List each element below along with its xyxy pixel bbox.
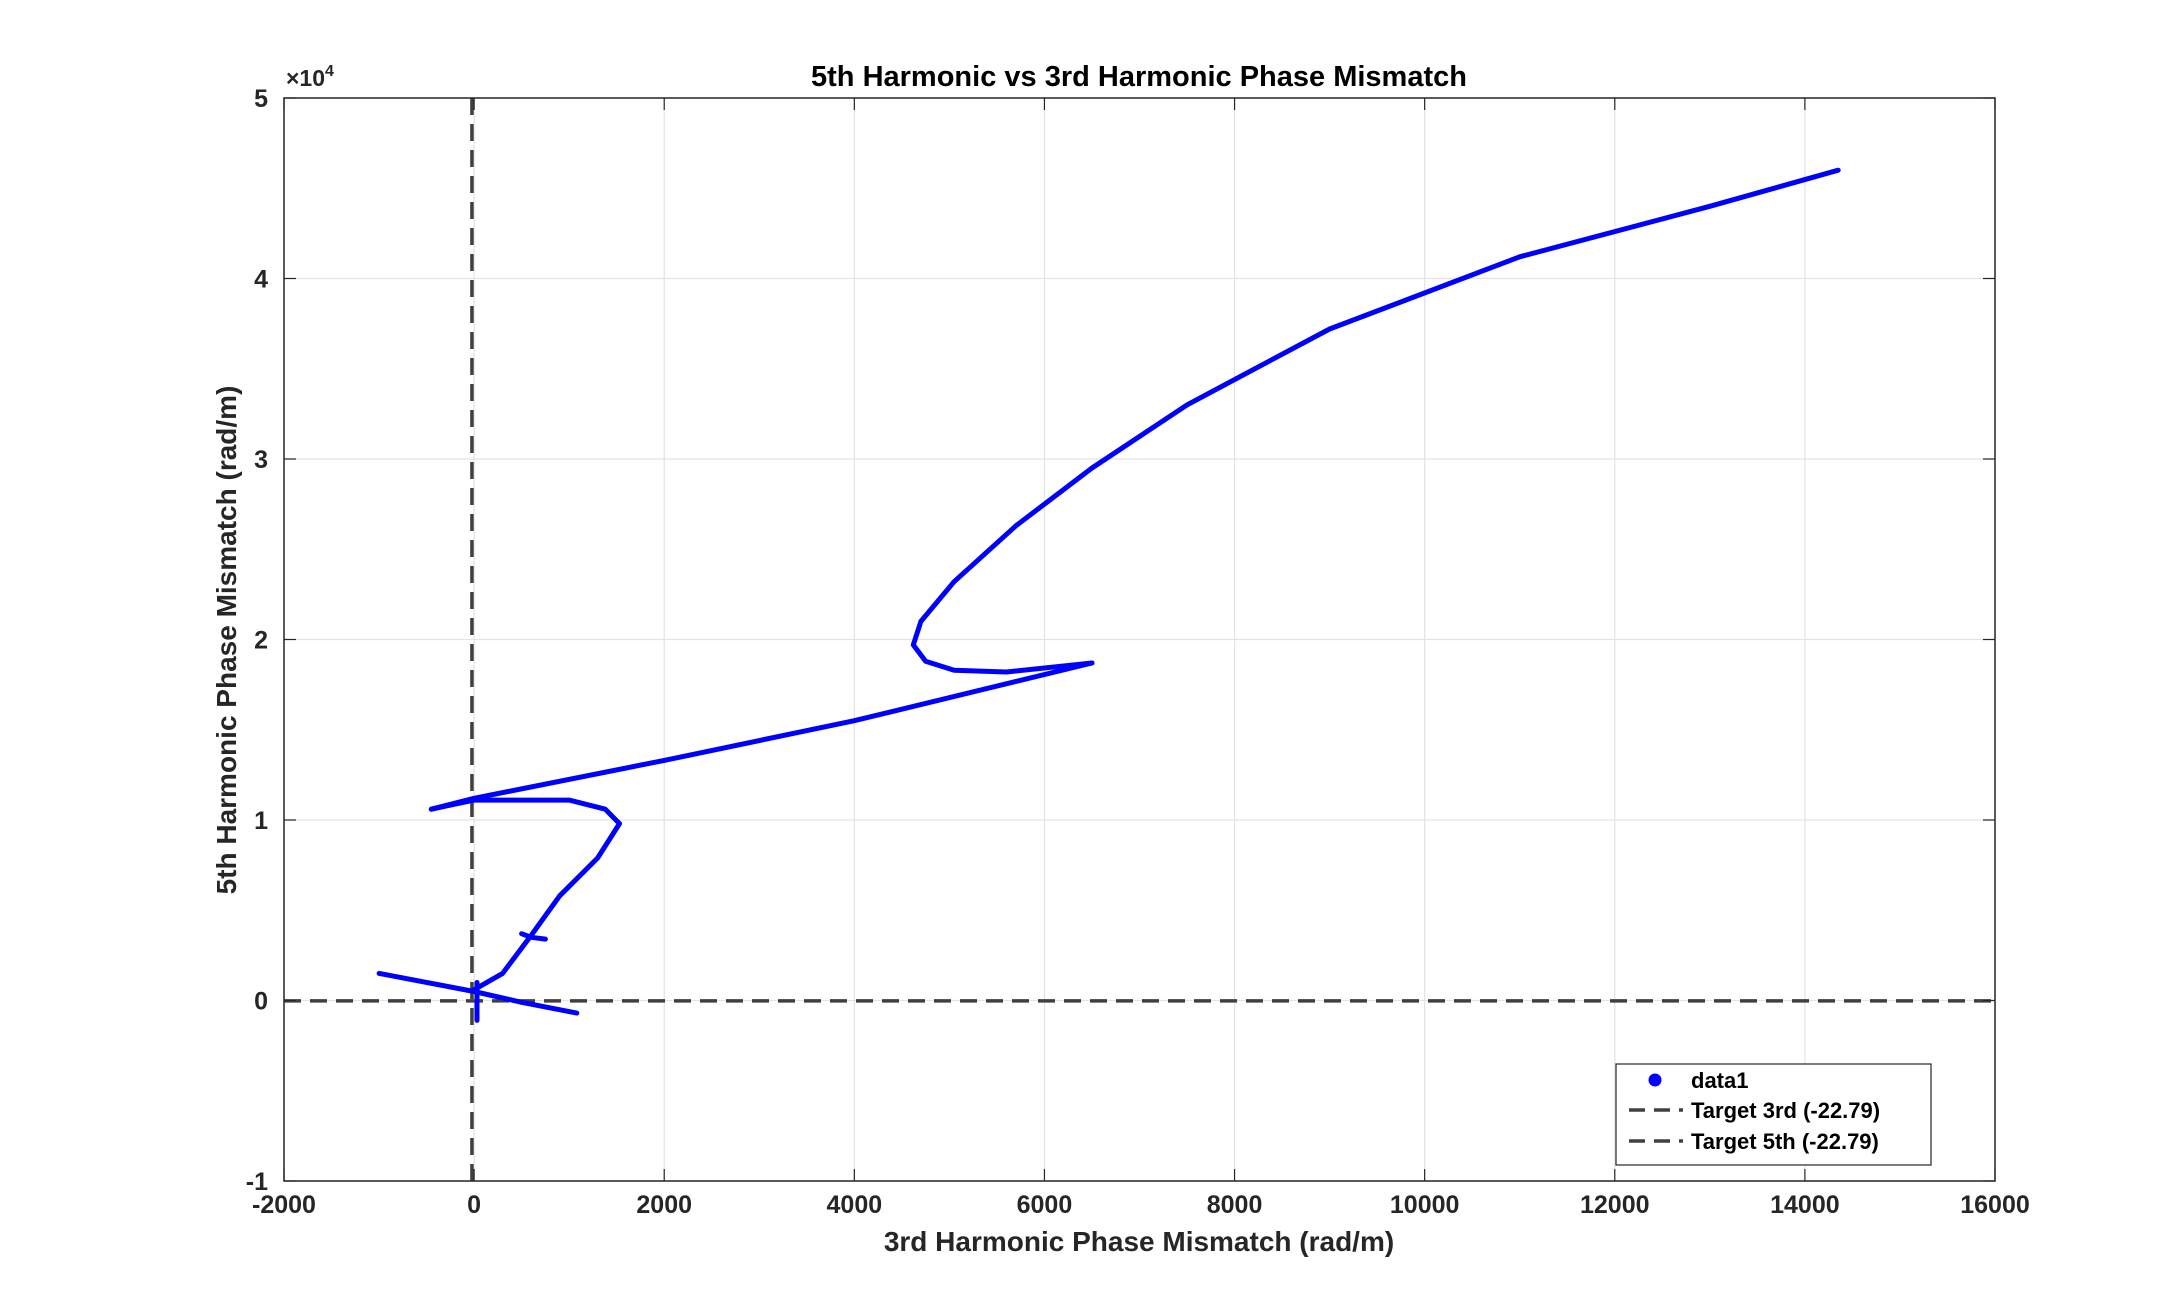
y-tick-label: -1 [246, 1168, 268, 1196]
legend: data1 Target 3rd (-22.79) Target 5th (-2… [1615, 1063, 1932, 1166]
x-tick-label: 6000 [1017, 1191, 1073, 1219]
data1-trace [910, 167, 1841, 675]
y-tick-label: 4 [254, 266, 268, 294]
y-tick-label: 0 [254, 988, 268, 1016]
x-tick-label: 8000 [1207, 1191, 1263, 1219]
legend-label-data1: data1 [1691, 1068, 1748, 1093]
x-axis-ticks: -2000 0 2000 4000 6000 8000 10000 12000 14000 160… [252, 98, 2030, 1219]
y-tick-label: 1 [254, 807, 268, 835]
x-tick-label: 2000 [636, 1191, 692, 1219]
legend-label-target-5th: Target 5th (-22.79) [1691, 1129, 1879, 1154]
data1-trace [376, 970, 580, 1016]
x-tick-label: 0 [467, 1191, 481, 1219]
y-axis-label: 5th Harmonic Phase Mismatch (rad/m) [211, 386, 242, 895]
legend-box [1615, 1063, 1932, 1166]
y-axis-exponent: ×104 [286, 63, 334, 91]
x-tick-label: -2000 [252, 1191, 316, 1219]
legend-item-data1: data1 [1648, 1068, 1748, 1093]
y-tick-label: 3 [254, 446, 268, 474]
x-axis-label: 3rd Harmonic Phase Mismatch (rad/m) [884, 1226, 1394, 1257]
data-series [376, 167, 1841, 1023]
y-tick-label: 5 [254, 85, 268, 113]
data1-trace [428, 797, 622, 993]
legend-item-target-5th: Target 5th (-22.79) [1629, 1129, 1879, 1154]
x-tick-label: 14000 [1770, 1191, 1840, 1219]
legend-marker-dot [1648, 1073, 1662, 1087]
plot-area: -2000 0 2000 4000 6000 8000 10000 12000 14000 160… [246, 85, 2030, 1219]
exponent-base: ×10 [286, 65, 325, 91]
legend-item-target-3rd: Target 3rd (-22.79) [1629, 1098, 1880, 1123]
legend-label-target-3rd: Target 3rd (-22.79) [1691, 1098, 1880, 1123]
chart-title: 5th Harmonic vs 3rd Harmonic Phase Misma… [811, 61, 1467, 93]
y-tick-label: 2 [254, 627, 268, 655]
x-tick-label: 16000 [1960, 1191, 2030, 1219]
x-tick-label: 12000 [1580, 1191, 1650, 1219]
exponent-power: 4 [325, 63, 334, 80]
y-axis-ticks: -1 0 1 2 3 4 5 [246, 85, 1995, 1196]
svg-text:×104: ×104 [286, 63, 334, 91]
x-tick-label: 10000 [1390, 1191, 1460, 1219]
data1-trace [519, 931, 548, 942]
x-tick-label: 4000 [827, 1191, 883, 1219]
